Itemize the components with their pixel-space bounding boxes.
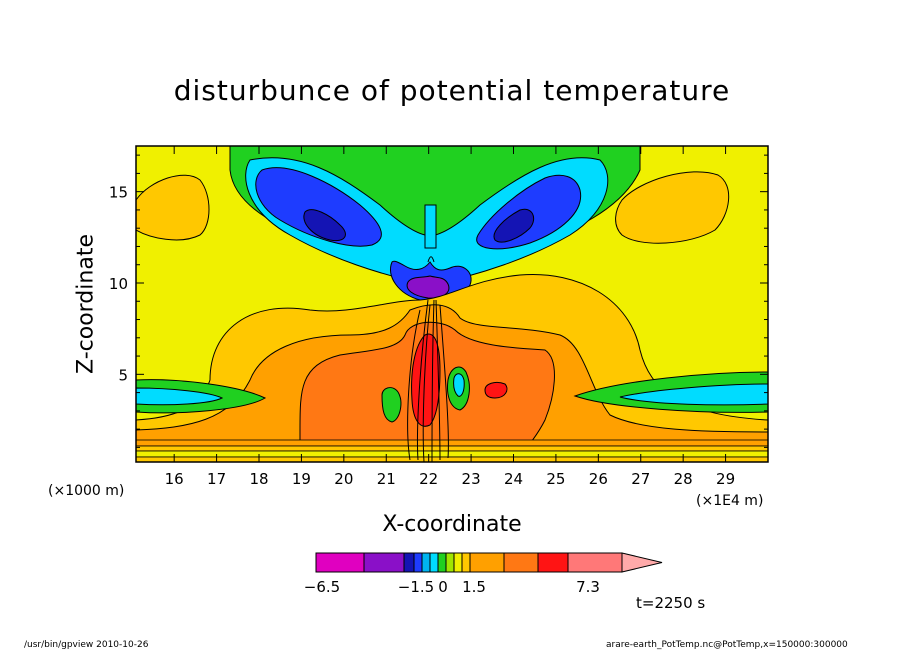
x-tick-label: 20 xyxy=(334,470,353,488)
x-axis-label: X-coordinate xyxy=(382,512,522,537)
contour-band-2 xyxy=(136,445,768,452)
colorbar-segment xyxy=(421,552,431,573)
x-tick-label: 26 xyxy=(589,470,608,488)
contour-blue-left xyxy=(255,167,382,247)
colorbar-segment xyxy=(461,552,471,573)
y-axis-label: Z-coordinate xyxy=(73,234,99,374)
y-tick-label: 15 xyxy=(109,184,128,202)
colorbar-segment xyxy=(413,552,423,573)
contour-band-3 xyxy=(136,450,768,458)
x-tick-label: 24 xyxy=(504,470,523,488)
x-tick-label: 25 xyxy=(546,470,565,488)
x-tick-label: 17 xyxy=(207,470,226,488)
contour-cyan-cell-right xyxy=(453,373,465,397)
colorbar-segment xyxy=(567,552,623,573)
contour-cyan-spike xyxy=(424,204,437,249)
colorbar-label: 7.3 xyxy=(576,578,600,596)
colorbar-segment xyxy=(453,552,463,573)
colorbar-segment xyxy=(469,552,505,573)
chart-title: disturbunce of potential temperature xyxy=(173,74,731,107)
contour-gold-upper-left xyxy=(136,174,210,241)
x-tick-label: 21 xyxy=(377,470,396,488)
plot-frame xyxy=(135,145,769,463)
time-annotation: t=2250 s xyxy=(636,594,706,612)
x-tick-label: 29 xyxy=(716,470,735,488)
colorbar-label: 0 xyxy=(438,578,448,596)
x-tick-label: 23 xyxy=(462,470,481,488)
x-tick-label: 22 xyxy=(419,470,438,488)
colorbar-segment xyxy=(315,552,365,573)
colorbar-label: −6.5 xyxy=(304,578,340,596)
colorbar-segment xyxy=(537,552,569,573)
colorbar-label: 1.5 xyxy=(462,578,486,596)
x-tick-label: 28 xyxy=(674,470,693,488)
x-unit-label: (×1E4 m) xyxy=(696,493,764,509)
colorbar-segment xyxy=(403,552,415,573)
contour-cyan-left xyxy=(136,387,224,406)
contour-red-patch xyxy=(484,381,508,399)
colorbar: −6.5 −1.5 0 1.5 7.3 xyxy=(304,552,663,596)
y-axis: 5 10 15 xyxy=(109,154,768,448)
contour-plume-lines xyxy=(407,256,449,462)
footer-left: /usr/bin/gpview 2010-10-26 xyxy=(24,640,149,650)
contour-band-1 xyxy=(136,439,768,447)
y-tick-label: 5 xyxy=(118,366,128,384)
x-tick-label: 16 xyxy=(165,470,184,488)
contour-purple-center xyxy=(406,275,450,299)
colorbar-segment xyxy=(445,552,455,573)
contour-green-cell-left xyxy=(381,387,402,423)
contour-cyan-right xyxy=(619,383,768,406)
contour-plot-area xyxy=(136,146,768,462)
y-unit-label: (×1000 m) xyxy=(48,483,125,499)
colorbar-segment xyxy=(363,552,405,573)
colorbar-label: −1.5 xyxy=(398,578,434,596)
x-axis: 16 17 18 19 20 21 22 23 24 25 26 27 28 29 xyxy=(165,146,735,488)
colorbar-arrow xyxy=(621,552,663,573)
colorbar-segment xyxy=(429,552,439,573)
contour-darkblue-left xyxy=(303,209,346,242)
x-tick-label: 27 xyxy=(631,470,650,488)
contour-band-4 xyxy=(136,456,768,462)
contour-darkblue-right xyxy=(493,208,535,243)
y-tick-label: 10 xyxy=(109,275,128,293)
contour-gold-upper-right xyxy=(615,171,730,244)
colorbar-segment xyxy=(503,552,539,573)
x-tick-label: 18 xyxy=(249,470,268,488)
colorbar-segment xyxy=(437,552,447,573)
x-tick-label: 19 xyxy=(292,470,311,488)
footer-right: arare-earth_PotTemp.nc@PotTemp,x=150000:… xyxy=(606,640,848,650)
